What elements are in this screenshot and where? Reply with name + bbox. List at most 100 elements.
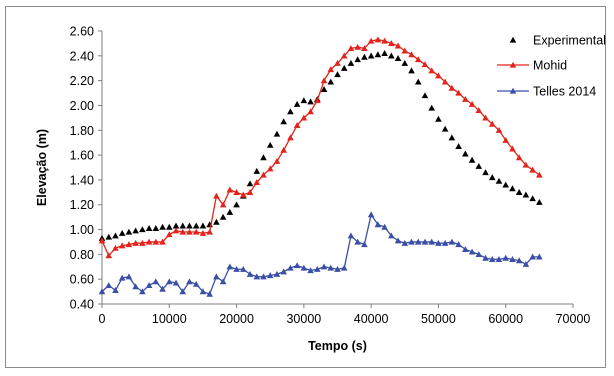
data-point: [340, 264, 348, 271]
data-point: [192, 228, 200, 235]
data-point: [536, 198, 543, 205]
data-point: [401, 239, 409, 246]
data-point: [287, 108, 294, 115]
data-point: [401, 59, 409, 66]
data-point: [374, 51, 382, 58]
data-point: [266, 165, 274, 172]
data-point: [522, 161, 530, 168]
data-point: [226, 208, 234, 215]
data-point: [314, 97, 321, 104]
data-point: [488, 256, 496, 262]
data-point: [192, 280, 200, 287]
data-point: [253, 179, 261, 186]
legend-label: Telles 2014: [533, 85, 596, 99]
data-point: [240, 265, 247, 272]
data-point: [441, 78, 449, 85]
data-point: [334, 71, 341, 78]
data-point: [159, 223, 166, 230]
series-line: [101, 39, 540, 257]
data-point: [320, 86, 328, 92]
data-point: [186, 222, 193, 229]
data-point: [361, 241, 368, 248]
data-point: [354, 56, 361, 63]
data-point: [509, 145, 516, 152]
data-point: [159, 238, 166, 245]
data-point: [509, 256, 516, 262]
y-tick-labels: 0.40 0.60 0.80 1.00 1.20 1.40 1.60 1.80 2.00 2.20…: [70, 25, 94, 312]
legend-marker: [509, 36, 517, 43]
data-point: [515, 189, 523, 195]
data-point: [428, 104, 435, 111]
series-experimental: [98, 50, 543, 241]
data-point: [172, 279, 180, 286]
data-point: [152, 278, 160, 285]
data-point: [179, 288, 187, 295]
legend-item: Experimental: [509, 34, 606, 48]
data-point: [536, 253, 543, 260]
y-tick-label: 2.00: [70, 99, 94, 113]
data-point: [320, 263, 328, 270]
data-point: [199, 229, 207, 236]
data-point: [448, 84, 456, 91]
data-point: [421, 238, 429, 245]
data-point: [118, 229, 126, 236]
data-point: [475, 251, 483, 258]
data-point: [172, 222, 180, 229]
x-tick-label: 10000: [152, 312, 187, 326]
data-point: [307, 98, 314, 105]
data-point: [441, 239, 449, 246]
x-tick-label: 40000: [354, 312, 389, 326]
data-point: [428, 238, 435, 245]
data-point: [273, 157, 281, 164]
y-tick-label: 0.40: [70, 298, 94, 312]
x-tick-label: 0: [99, 312, 106, 326]
data-point: [401, 47, 409, 54]
data-point: [529, 166, 536, 173]
data-point: [105, 233, 113, 240]
data-point: [462, 150, 469, 157]
data-point: [320, 77, 328, 84]
data-point: [139, 239, 146, 246]
data-point: [293, 122, 301, 128]
data-point: [361, 45, 368, 52]
data-point: [327, 78, 335, 85]
data-point: [435, 72, 442, 79]
data-point: [468, 156, 476, 163]
data-point: [125, 228, 133, 235]
data-point: [495, 256, 503, 262]
data-point: [408, 238, 415, 245]
data-point: [192, 222, 200, 229]
data-point: [280, 146, 287, 153]
x-tick-label: 70000: [556, 312, 591, 326]
data-point: [226, 263, 234, 270]
axes: [98, 30, 574, 308]
x-tick-label: 30000: [286, 312, 321, 326]
data-point: [522, 260, 530, 267]
y-tick-label: 1.20: [70, 198, 94, 212]
data-point: [502, 136, 510, 143]
data-point: [394, 237, 402, 244]
data-point: [327, 66, 335, 73]
data-point: [334, 265, 341, 272]
data-point: [293, 100, 301, 107]
data-point: [172, 227, 180, 234]
data-point: [293, 262, 301, 269]
data-point: [354, 238, 361, 245]
data-point: [233, 189, 240, 195]
data-point: [219, 201, 227, 208]
data-point: [139, 226, 146, 233]
x-tick-labels: 0 10000 20000 30000 40000 50000 60000 70000: [99, 312, 591, 326]
data-point: [273, 270, 281, 277]
data-point: [482, 169, 489, 176]
data-point: [408, 51, 415, 58]
data-point: [253, 273, 261, 280]
legend-item: Telles 2014: [497, 85, 596, 99]
legend-label: Mohid: [533, 59, 567, 73]
data-point: [246, 180, 254, 187]
data-point: [421, 61, 429, 68]
data-point: [468, 248, 476, 255]
data-point: [125, 241, 133, 248]
data-point: [213, 192, 220, 199]
data-point: [361, 53, 368, 60]
series-layer: [98, 36, 543, 297]
